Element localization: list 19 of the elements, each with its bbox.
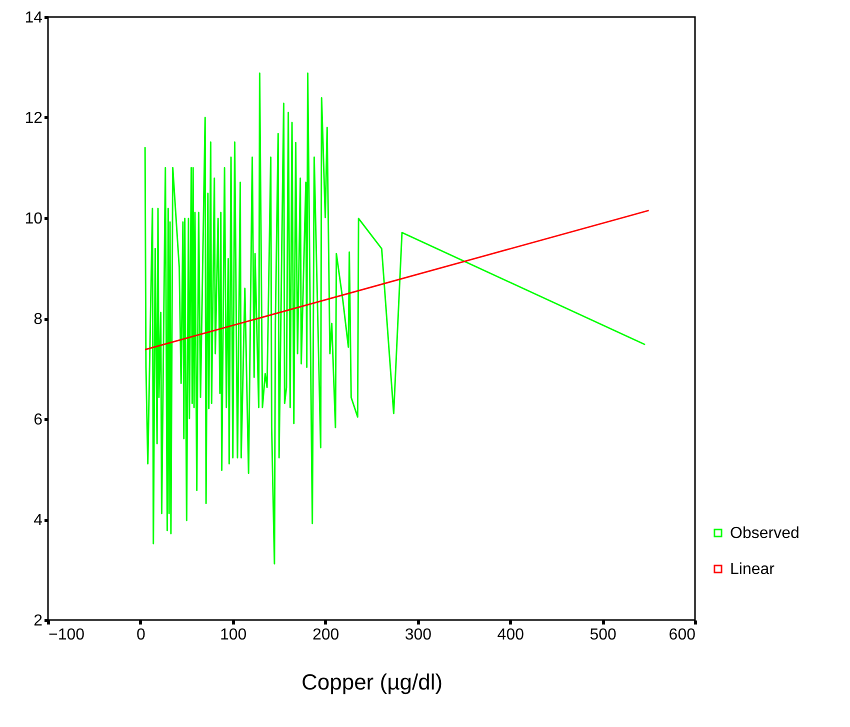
x-tick-label: 0 <box>136 626 146 644</box>
x-tick-label: 400 <box>497 626 524 644</box>
x-tick-label: 200 <box>312 626 340 644</box>
y-tick-label: 14 <box>24 10 43 26</box>
y-tick-label: 6 <box>34 412 43 428</box>
x-tick-label: 500 <box>590 626 617 644</box>
y-tick-label: 2 <box>34 612 43 630</box>
x-axis-title: Copper (µg/dl) <box>301 670 443 694</box>
x-tick-label: 100 <box>220 626 247 644</box>
x-tick-label: −100 <box>48 626 85 644</box>
legend-label: Linear <box>730 561 776 578</box>
x-tick-label: 300 <box>404 626 432 644</box>
y-tick-label: 8 <box>34 311 43 328</box>
line-series <box>144 72 646 564</box>
y-tick-label: 10 <box>24 210 43 228</box>
y-tick-label: 12 <box>24 110 43 127</box>
legend-label: Observed <box>730 525 800 542</box>
x-tick-label: 600 <box>668 626 696 644</box>
y-tick-label: 4 <box>34 512 43 529</box>
